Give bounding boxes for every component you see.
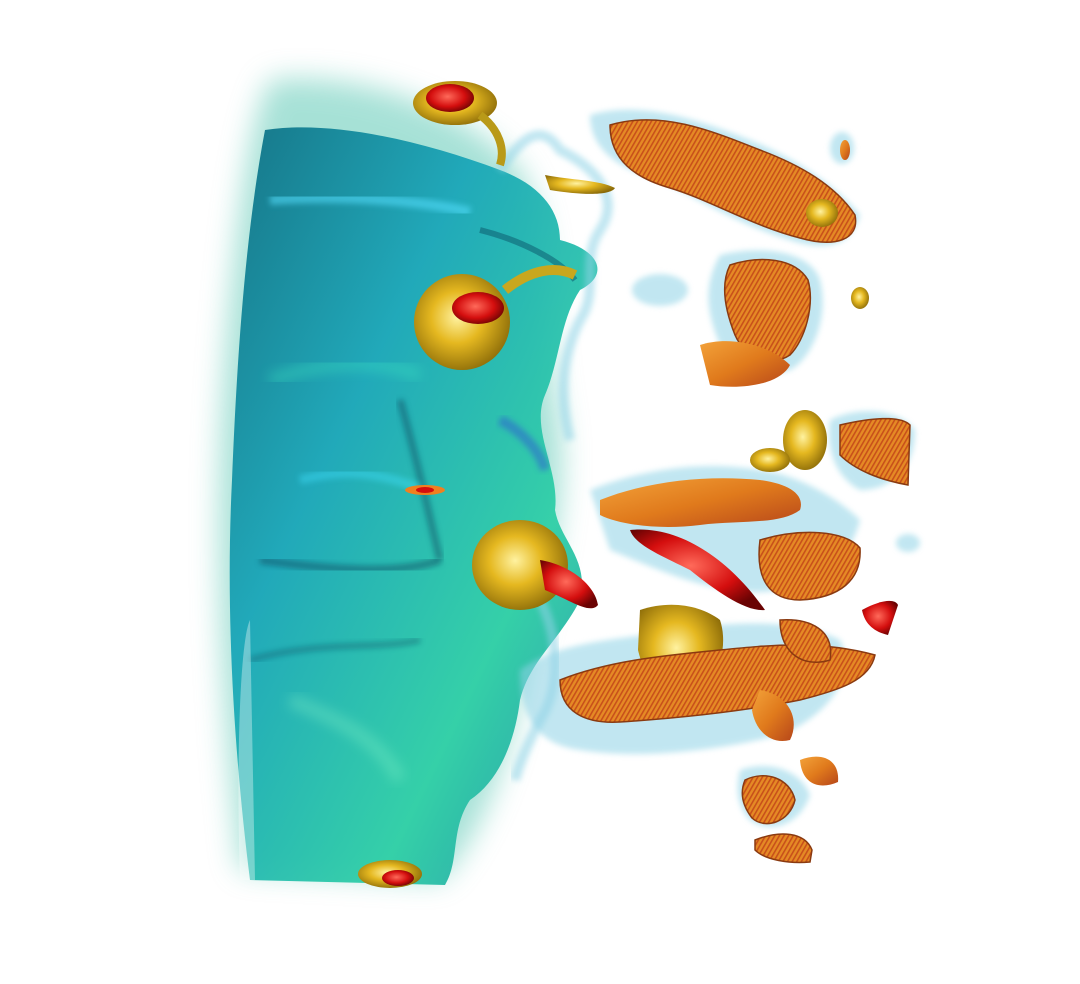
vortex-small-center bbox=[405, 485, 445, 495]
vortex-top bbox=[413, 81, 506, 167]
teal-sheet bbox=[229, 127, 598, 886]
gold-tendril bbox=[545, 175, 615, 194]
orange-structures bbox=[520, 109, 920, 864]
vortex-upper-mid bbox=[414, 265, 578, 370]
vortex-lower-mid bbox=[472, 520, 598, 610]
vortex-bottom bbox=[358, 860, 422, 888]
